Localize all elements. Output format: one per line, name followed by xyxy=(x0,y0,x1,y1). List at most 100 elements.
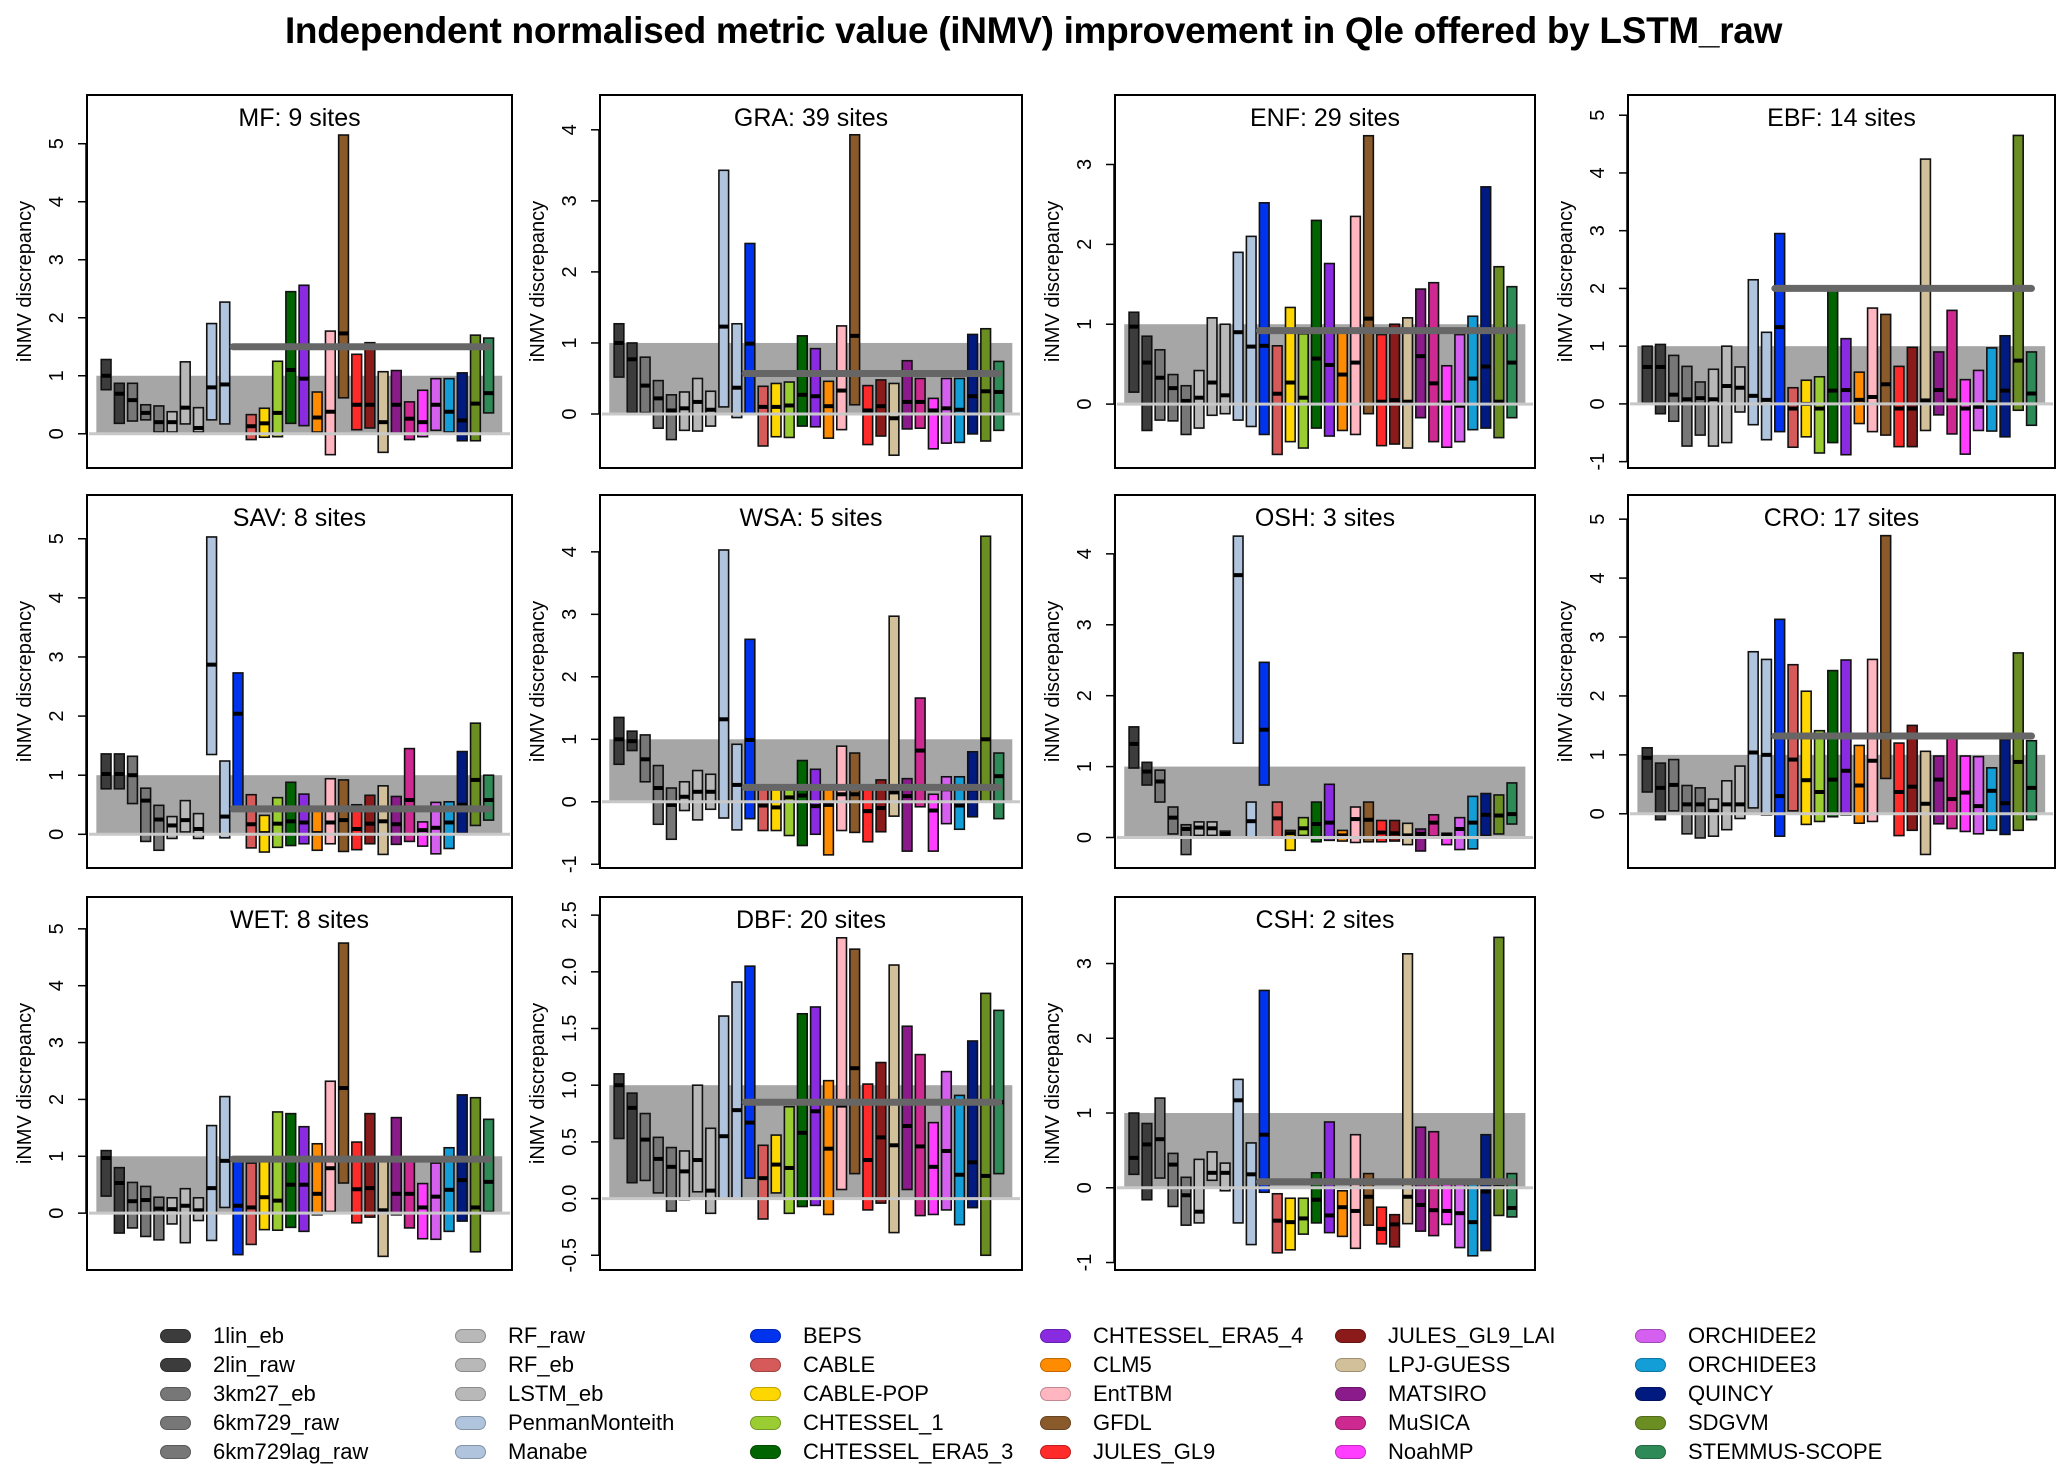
range-box xyxy=(469,722,482,827)
median-mark xyxy=(1960,790,1971,795)
range-box xyxy=(1681,365,1693,447)
range-box xyxy=(875,1061,887,1204)
y-tick-label: 0.5 xyxy=(559,1128,581,1156)
panel-title: EBF: 14 sites xyxy=(1767,104,1916,132)
range-box xyxy=(324,1080,337,1213)
bar-manabe xyxy=(219,1095,231,1209)
bar-chtessel_1 xyxy=(1297,816,1309,837)
range-box xyxy=(731,322,743,419)
panel-title: ENF: 29 sites xyxy=(1250,104,1400,132)
bar-3km27_eb xyxy=(639,734,651,783)
legend-label: CHTESSEL_ERA5_3 xyxy=(803,1439,1014,1464)
median-mark xyxy=(1415,831,1426,836)
median-mark xyxy=(365,402,375,407)
bar-jules_gl9 xyxy=(1375,1206,1388,1245)
range-box xyxy=(153,1196,165,1241)
range-box xyxy=(1493,936,1505,1217)
range-box xyxy=(835,937,848,1191)
bar-6km729lag_raw xyxy=(153,405,165,433)
bar-manabe xyxy=(731,981,743,1200)
range-box xyxy=(1206,317,1218,417)
median-mark xyxy=(1481,364,1491,369)
bar-rf_eb xyxy=(691,769,704,821)
legend-swatch xyxy=(160,1329,191,1343)
median-mark xyxy=(823,802,834,807)
bar-matsiro xyxy=(1933,755,1945,825)
panel-cro: CRO: 17 sites 0 1 2 3 4 5 iNMV discrepancy xyxy=(1555,494,2056,869)
median-mark xyxy=(718,1134,729,1139)
legend-label: PenmanMonteith xyxy=(508,1410,675,1435)
panel-title: DBF: 20 sites xyxy=(736,906,886,934)
median-mark xyxy=(980,389,991,394)
bar-musica xyxy=(1428,281,1440,443)
median-mark xyxy=(325,820,336,825)
legend-swatch xyxy=(1040,1445,1071,1459)
bar-gfdl xyxy=(849,948,861,1175)
bar-cable xyxy=(1787,386,1799,449)
bar-quincy xyxy=(1999,334,2011,438)
bar-orchidee3 xyxy=(1467,315,1479,431)
bar-rf_raw xyxy=(678,1150,691,1201)
bar-lpj-guess xyxy=(377,785,389,856)
y-tick-label: 0 xyxy=(1587,398,1609,409)
median-mark xyxy=(193,1208,204,1213)
range-box xyxy=(862,788,874,843)
bar-orchidee2 xyxy=(940,775,953,825)
bar-lstm_eb xyxy=(705,1127,717,1215)
bar-6km729lag_raw xyxy=(153,1196,165,1241)
bar-2lin_raw xyxy=(1654,762,1667,821)
median-mark xyxy=(692,399,703,404)
median-mark xyxy=(705,1188,716,1193)
range-box xyxy=(1919,158,1932,432)
median-mark xyxy=(640,383,651,388)
median-mark xyxy=(1220,393,1230,398)
median-mark xyxy=(993,389,1004,394)
bar-rf_raw xyxy=(678,780,691,812)
median-mark xyxy=(1207,380,1217,385)
y-tick-label: 1.0 xyxy=(559,1071,581,1099)
y-tick-label: 1 xyxy=(46,370,68,381)
median-mark xyxy=(692,1158,703,1163)
bar-2lin_raw xyxy=(1141,335,1153,432)
bar-lpj-guess xyxy=(377,370,389,454)
range-box xyxy=(1694,381,1706,436)
legend-swatch xyxy=(455,1416,486,1430)
median-mark xyxy=(1708,397,1719,402)
legend-item-clm5: CLM5 xyxy=(1040,1351,1152,1379)
bar-6km729lag_raw xyxy=(665,394,678,441)
bar-stemmus-scope xyxy=(1506,782,1518,825)
bar-orchidee2 xyxy=(430,801,442,855)
range-box xyxy=(796,1012,808,1208)
median-mark xyxy=(1350,1208,1361,1213)
bar-cable xyxy=(1271,801,1283,839)
legend-swatch xyxy=(750,1387,781,1401)
median-mark xyxy=(1428,1208,1439,1213)
median-mark xyxy=(2013,358,2024,363)
bar-manabe xyxy=(1760,658,1773,816)
bar-3km27_eb xyxy=(1154,348,1166,421)
range-box xyxy=(613,322,625,378)
bar-chtessel_1 xyxy=(271,1111,284,1231)
range-box xyxy=(126,755,139,805)
range-box xyxy=(271,360,284,438)
y-axis-label: iNMV discrepancy xyxy=(1555,601,1577,762)
bar-rf_eb xyxy=(179,799,191,833)
range-box xyxy=(1827,289,1839,444)
bar-gfdl xyxy=(1362,801,1375,843)
median-mark xyxy=(941,406,952,411)
y-tick-label: 1 xyxy=(1587,749,1609,760)
range-box xyxy=(337,779,350,853)
range-box xyxy=(351,353,363,431)
bar-manabe xyxy=(219,760,231,839)
median-mark xyxy=(1402,1194,1413,1199)
median-mark xyxy=(180,405,191,410)
bar-2lin_raw xyxy=(1654,343,1667,415)
bar-noahmp xyxy=(416,389,429,438)
range-box xyxy=(835,325,848,431)
range-box xyxy=(1388,819,1401,842)
range-box xyxy=(1893,742,1905,837)
range-box xyxy=(390,1116,402,1216)
range-box xyxy=(1167,806,1179,835)
y-tick-label: 0 xyxy=(1074,1182,1096,1193)
bar-6km729_raw xyxy=(140,1185,152,1238)
